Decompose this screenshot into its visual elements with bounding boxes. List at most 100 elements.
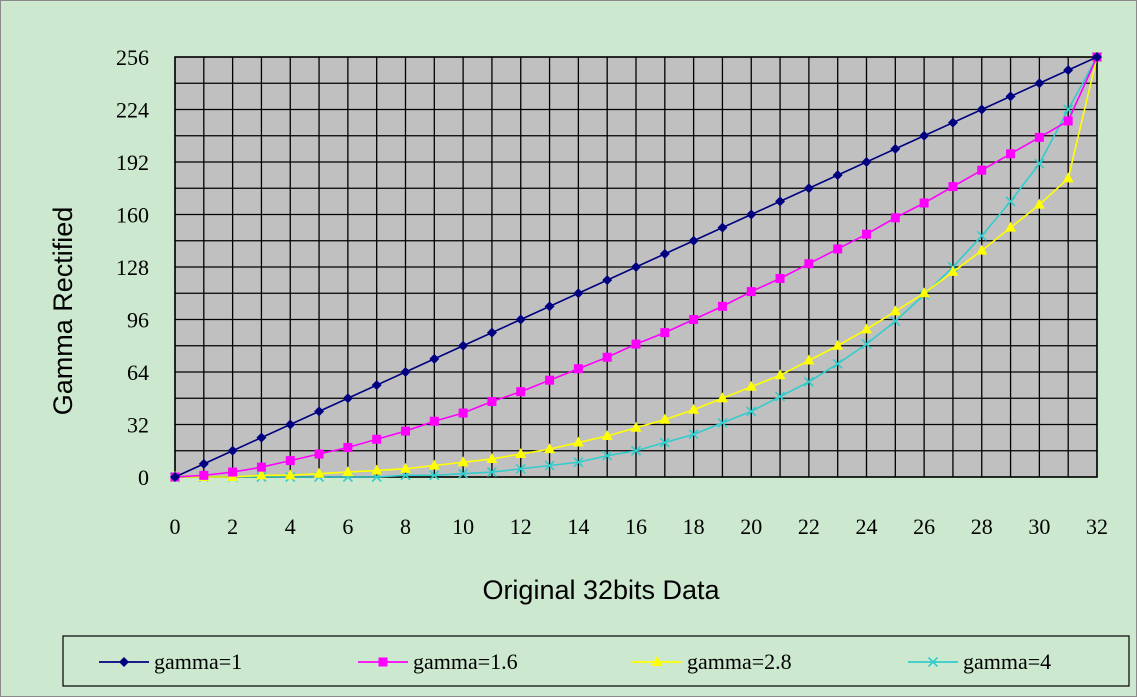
data-point <box>774 391 786 402</box>
data-point <box>458 340 469 351</box>
data-point <box>1006 149 1016 159</box>
data-point <box>660 328 670 338</box>
y-tick-label: 224 <box>116 98 149 123</box>
data-point <box>602 352 612 362</box>
x-tick-label: 0 <box>170 514 181 539</box>
x-tick-label: 30 <box>1028 514 1050 539</box>
data-point <box>717 301 727 311</box>
series-gamma-1-6 <box>170 52 1102 482</box>
data-point <box>457 456 469 467</box>
data-point <box>774 369 786 380</box>
data-point <box>833 244 843 254</box>
x-tick-label: 24 <box>856 514 878 539</box>
data-point <box>227 445 238 456</box>
data-point <box>544 460 555 471</box>
series-gamma-1 <box>170 52 1102 482</box>
data-point <box>1005 196 1016 207</box>
data-point <box>1034 158 1045 169</box>
y-tick-label: 0 <box>138 465 149 490</box>
series-lines <box>169 51 1103 483</box>
data-point <box>976 244 988 255</box>
x-axis-title: Original 32bits Data <box>482 575 720 605</box>
data-point <box>775 196 786 207</box>
data-point <box>284 469 296 480</box>
data-point <box>314 406 325 417</box>
data-point <box>1063 65 1074 76</box>
legend: gamma=1 gamma=1.6 gamma=2.8 gamma=4 <box>62 635 1130 687</box>
data-point <box>1063 116 1073 126</box>
data-point <box>428 459 440 470</box>
data-point <box>689 315 699 324</box>
data-point <box>285 456 295 466</box>
data-point <box>976 230 987 241</box>
data-point <box>372 434 382 444</box>
data-point <box>947 265 959 276</box>
y-tick-label: 32 <box>127 413 149 438</box>
data-point <box>717 222 728 233</box>
data-point <box>832 358 843 369</box>
data-point <box>601 429 613 440</box>
x-tick-label: 6 <box>342 514 353 539</box>
data-point <box>803 183 814 194</box>
data-point <box>545 375 555 385</box>
grid-lines <box>174 56 1098 478</box>
data-point <box>516 387 526 397</box>
data-point <box>861 323 872 334</box>
data-point <box>1005 221 1017 232</box>
data-point <box>515 314 526 325</box>
data-point <box>573 364 583 374</box>
data-point <box>688 403 700 414</box>
legend-entry: gamma=1 <box>99 649 242 674</box>
x-tick-label: 12 <box>510 514 532 539</box>
data-point <box>458 468 469 479</box>
x-tick-label: 26 <box>913 514 935 539</box>
data-point <box>313 467 325 478</box>
data-point <box>861 339 872 350</box>
x-tick-label: 28 <box>971 514 993 539</box>
data-point <box>515 448 527 459</box>
data-point <box>1034 132 1044 142</box>
x-tick-label: 2 <box>227 514 238 539</box>
data-point <box>948 182 958 192</box>
data-point <box>342 393 353 404</box>
data-point <box>890 143 901 154</box>
data-point <box>255 469 267 480</box>
y-tick-label: 256 <box>116 45 149 70</box>
data-point <box>544 443 556 454</box>
x-tick-label: 8 <box>400 514 411 539</box>
data-point <box>631 262 641 272</box>
data-point <box>862 229 871 239</box>
data-point <box>199 470 209 480</box>
x-tick-label: 16 <box>625 514 647 539</box>
data-point <box>515 463 526 474</box>
data-point <box>198 458 209 469</box>
data-point <box>256 462 266 472</box>
data-point <box>343 442 353 452</box>
data-point <box>746 209 757 220</box>
data-point <box>630 421 642 432</box>
data-point <box>119 657 129 667</box>
data-point <box>919 198 929 208</box>
y-tick-label: 96 <box>127 308 149 333</box>
legend-box <box>62 635 1130 687</box>
x-tick-label: 22 <box>798 514 820 539</box>
data-point <box>861 157 872 167</box>
data-point <box>804 259 814 269</box>
data-point <box>803 354 815 365</box>
data-point <box>371 380 382 391</box>
data-point <box>688 235 699 246</box>
data-point <box>572 436 584 447</box>
data-point <box>1033 198 1045 209</box>
data-point <box>602 275 613 286</box>
data-point <box>659 437 670 448</box>
data-point <box>918 287 930 298</box>
data-point <box>602 450 613 461</box>
data-point <box>285 419 296 430</box>
data-point <box>342 466 354 477</box>
legend-entry: gamma=4 <box>908 649 1051 674</box>
data-point <box>832 339 844 350</box>
x-tick-label: 14 <box>567 514 589 539</box>
data-point <box>378 657 388 667</box>
data-point <box>401 426 410 436</box>
